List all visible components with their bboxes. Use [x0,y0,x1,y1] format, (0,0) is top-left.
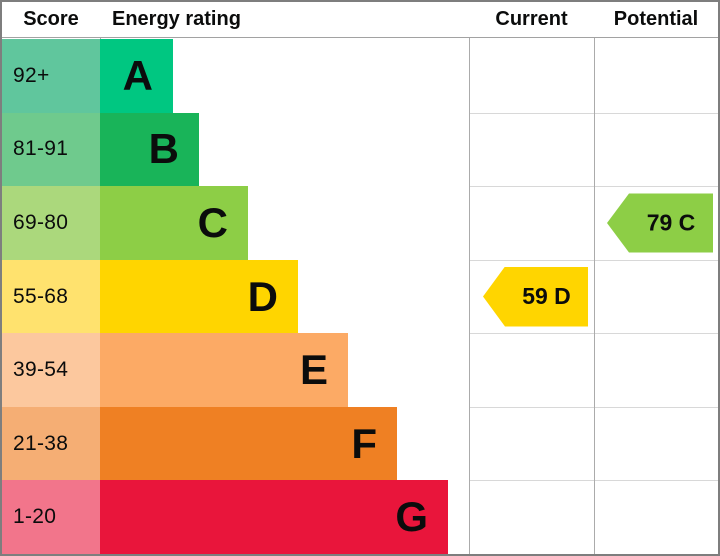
divider-potential-column [594,2,595,554]
band-b-bar: B [100,112,199,187]
score-range-label: 1-20 [13,505,57,529]
band-a-bar: A [100,39,173,113]
score-cell: 81-91 [2,112,100,187]
band-rows: 92+ A 81-91 B 69-80 C 79 C 55-68 D 59 D … [2,39,718,554]
band-row-f: 21-38 F [2,406,718,481]
band-letter: C [197,198,228,246]
band-d-bar: D [100,259,298,334]
chart-header: Score Energy rating Current Potential [2,2,718,38]
potential-rating-label: 79 C [646,209,696,236]
score-range-label: 81-91 [13,137,69,161]
band-row-c: 69-80 C 79 C [2,186,718,260]
header-score: Score [23,8,79,30]
band-letter: G [395,493,428,541]
row-divider [469,333,718,335]
score-range-label: 39-54 [13,358,69,382]
band-row-e: 39-54 E [2,333,718,407]
score-cell: 39-54 [2,333,100,407]
score-range-label: 55-68 [13,284,69,308]
row-divider [469,186,718,188]
row-divider [469,112,718,114]
row-divider [469,259,718,261]
current-rating-arrow: 59 D [483,266,588,327]
band-e-bar: E [100,333,348,407]
potential-rating-arrow: 79 C [607,193,713,253]
score-cell: 69-80 [2,186,100,260]
band-letter: F [351,419,377,467]
band-letter: B [148,125,179,173]
divider-current-column [469,2,470,554]
band-row-g: 1-20 G [2,480,718,554]
band-row-d: 55-68 D 59 D [2,259,718,334]
row-divider [469,406,718,408]
header-potential: Potential [613,8,699,30]
band-row-b: 81-91 B [2,112,718,187]
band-letter: E [299,346,328,394]
score-cell: 55-68 [2,259,100,334]
header-current: Current [495,8,568,30]
band-f-bar: F [100,406,397,481]
band-c-bar: C [100,186,248,260]
band-letter: D [247,272,278,320]
header-energy-rating: Energy rating [112,8,241,30]
score-range-label: 92+ [13,63,50,87]
score-cell: 92+ [2,39,100,113]
row-divider [469,480,718,482]
band-letter: A [122,51,153,99]
score-cell: 21-38 [2,406,100,481]
score-cell: 1-20 [2,480,100,554]
score-range-label: 69-80 [13,210,69,234]
score-range-label: 21-38 [13,431,69,455]
band-g-bar: G [100,480,448,554]
band-row-a: 92+ A [2,39,718,113]
current-rating-label: 59 D [522,283,571,310]
